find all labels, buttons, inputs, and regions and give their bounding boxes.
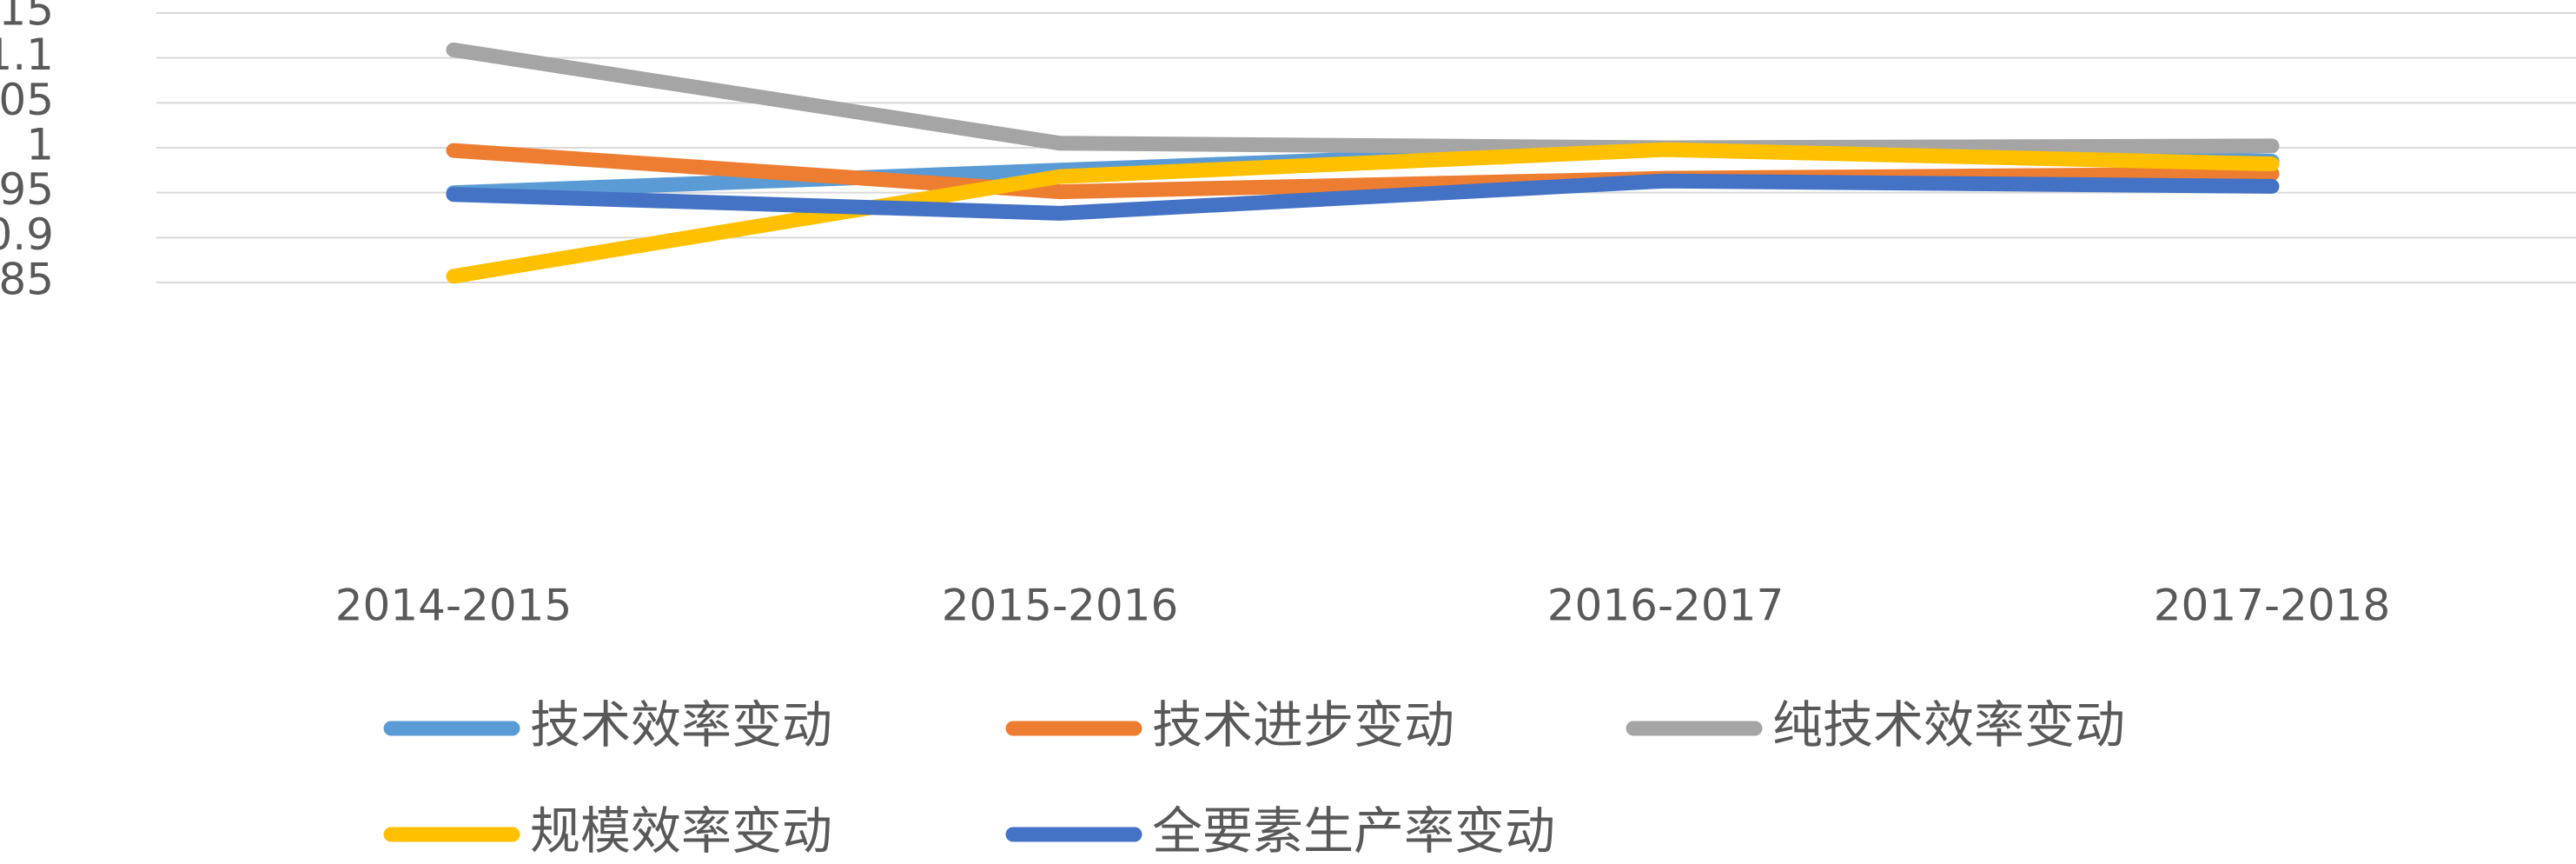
x-tick-label: 2016-2017: [1547, 581, 1785, 631]
legend-item: 纯技术效率变动: [1626, 695, 2125, 754]
y-tick-label: 1: [26, 120, 54, 170]
series-3: [446, 42, 2280, 156]
legend-item: 全要素生产率变动: [1005, 801, 1555, 861]
legend-item: 技术效率变动: [383, 695, 832, 754]
data-point: [1059, 212, 1061, 214]
x-tick-label: 2017-2018: [2154, 581, 2391, 631]
legend-label: 技术进步变动: [1152, 695, 1454, 754]
legend-label: 技术效率变动: [530, 695, 832, 754]
series-4: [446, 142, 2280, 284]
y-tick-label: 1.05: [0, 75, 54, 125]
legend-item: 规模效率变动: [383, 801, 832, 861]
data-point: [2271, 145, 2273, 147]
series-line: [446, 42, 2280, 156]
series-line: [446, 173, 2280, 221]
legend-item: 技术进步变动: [1005, 695, 1454, 754]
data-point: [1059, 143, 1061, 144]
y-tick-label: 1.1: [0, 30, 54, 80]
y-tick-label: 1.15: [0, 0, 54, 36]
series-2: [446, 143, 2280, 200]
data-point: [453, 276, 454, 277]
y-tick-label: 0.85: [0, 255, 54, 305]
y-tick-label: 0.9: [0, 209, 54, 260]
x-axis-tick-labels: 2014-2015 2015-2016 2016-2017 2017-2018: [335, 581, 2391, 631]
series-5: [446, 173, 2280, 221]
x-tick-label: 2015-2016: [942, 581, 1179, 631]
data-point: [2271, 173, 2273, 175]
data-point: [2271, 163, 2273, 165]
data-point: [1665, 180, 1666, 182]
y-axis-tick-labels: 0.850.90.9511.051.11.15: [0, 0, 54, 305]
data-point: [1059, 191, 1061, 193]
data-point: [453, 194, 454, 196]
legend-label: 全要素生产率变动: [1152, 801, 1555, 861]
data-point: [453, 150, 454, 151]
data-point: [1059, 176, 1061, 177]
series-lines: [446, 42, 2280, 284]
series-line: [446, 142, 2280, 284]
legend-label: 规模效率变动: [530, 801, 832, 861]
series-line: [446, 143, 2280, 200]
data-point: [1665, 149, 1666, 150]
y-tick-label: 0.95: [0, 164, 54, 215]
data-point: [453, 49, 454, 50]
legend-label: 纯技术效率变动: [1772, 695, 2125, 754]
x-tick-label: 2014-2015: [335, 581, 573, 631]
data-point: [2271, 185, 2273, 187]
